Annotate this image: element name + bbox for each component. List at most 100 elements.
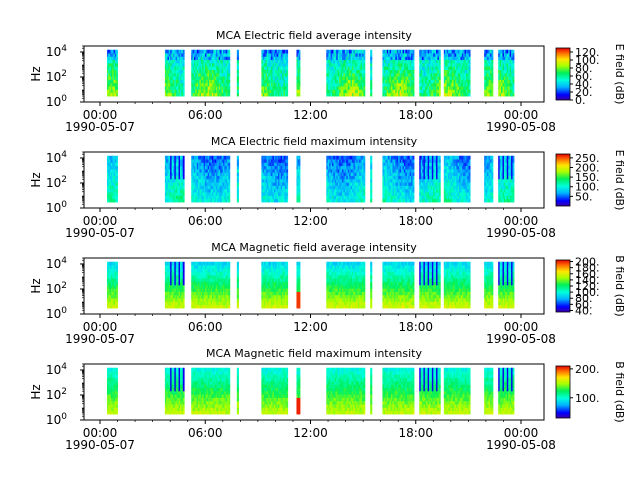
heatmap-cell — [116, 73, 118, 77]
y-tick-label: 102 — [46, 175, 67, 190]
heatmap-cell — [491, 86, 493, 90]
heatmap-cell — [228, 166, 230, 170]
y-tick-label: 104 — [46, 150, 67, 165]
heatmap-cell — [183, 76, 185, 80]
heatmap-cell — [286, 93, 288, 97]
heatmap-cell — [116, 182, 118, 186]
heatmap-cell — [513, 63, 515, 67]
heatmap-cell — [469, 63, 471, 67]
y-tick-exponent: 2 — [61, 69, 67, 79]
heatmap-cell — [439, 70, 441, 74]
heatmap-cell — [116, 176, 118, 180]
y-tick-exponent: 4 — [61, 44, 67, 54]
heatmap-cell — [228, 159, 230, 163]
heatmap-cell — [237, 169, 239, 173]
heatmap-cell — [491, 176, 493, 180]
heatmap-cell — [286, 182, 288, 186]
heatmap-cell — [286, 73, 288, 77]
heatmap-cell — [286, 76, 288, 80]
heatmap-cell — [439, 166, 441, 170]
heatmap-cell — [116, 172, 118, 176]
heatmap-cell — [469, 156, 471, 160]
heatmap-cell — [413, 66, 415, 70]
heatmap-cell — [469, 56, 471, 60]
heatmap-cell — [491, 195, 493, 199]
heatmap-cell — [183, 50, 185, 54]
heatmap-cell — [413, 176, 415, 180]
heatmap-cell — [237, 93, 239, 97]
heatmap-cell — [370, 83, 372, 87]
heatmap-cell — [469, 159, 471, 163]
heatmap-cell — [491, 56, 493, 60]
heatmap-cell — [370, 166, 372, 170]
heatmap-cell — [183, 172, 185, 176]
heatmap-cell — [491, 83, 493, 87]
heatmap-cell — [469, 89, 471, 93]
heatmap-cell — [413, 80, 415, 84]
heatmap-cell — [116, 162, 118, 166]
heatmap-cell — [286, 169, 288, 173]
heatmap-cell — [237, 53, 239, 57]
heatmap-cell — [237, 192, 239, 196]
heatmap-cell — [513, 182, 515, 186]
heatmap-cell — [513, 166, 515, 170]
heatmap-cell — [286, 56, 288, 60]
heatmap-cell — [286, 179, 288, 183]
heatmap-cell — [183, 93, 185, 97]
heatmap-cell — [299, 182, 301, 186]
heatmap-cell — [370, 66, 372, 70]
heatmap-cell — [469, 73, 471, 77]
y-tick-label: 100 — [46, 94, 67, 109]
heatmap-cell — [228, 199, 230, 203]
heatmap-cell — [228, 192, 230, 196]
heatmap-cell — [469, 166, 471, 170]
heatmap-cell — [286, 66, 288, 70]
heatmap-cell — [370, 199, 372, 203]
heatmap-cell — [299, 83, 301, 87]
heatmap-cell — [363, 159, 365, 163]
heatmap-cell — [228, 86, 230, 90]
y-tick-label: 100 — [46, 200, 67, 215]
heatmap-cell — [491, 189, 493, 193]
heatmap-cell — [183, 156, 185, 160]
heatmap-cell — [363, 53, 365, 57]
axes-frame — [84, 46, 544, 102]
heatmap-cell — [363, 86, 365, 90]
heatmap-cell — [469, 70, 471, 74]
heatmap-cell — [413, 63, 415, 67]
heatmap-cell — [469, 93, 471, 97]
heatmap-cell — [299, 169, 301, 173]
heatmap-cell — [469, 169, 471, 173]
heatmap-cell — [491, 70, 493, 74]
heatmap-cell — [116, 169, 118, 173]
heatmap-cell — [439, 162, 441, 166]
heatmap-cell — [363, 182, 365, 186]
heatmap-cell — [183, 182, 185, 186]
heatmap-cell — [491, 192, 493, 196]
heatmap-cell — [469, 86, 471, 90]
heatmap-cell — [116, 76, 118, 80]
heatmap-cell — [116, 80, 118, 84]
heatmap-cell — [439, 189, 441, 193]
heatmap-cell — [286, 83, 288, 87]
heatmap-cell — [299, 76, 301, 80]
heatmap-cell — [363, 80, 365, 84]
heatmap-cell — [439, 179, 441, 183]
heatmap-cell — [491, 159, 493, 163]
heatmap-cell — [439, 156, 441, 160]
heatmap-cell — [469, 53, 471, 57]
heatmap-cell — [413, 70, 415, 74]
heatmap-cell — [370, 176, 372, 180]
heatmap-cell — [363, 63, 365, 67]
heatmap-cell — [491, 60, 493, 64]
heatmap-cell — [299, 56, 301, 60]
heatmap-cell — [439, 86, 441, 90]
heatmap-cell — [370, 63, 372, 67]
heatmap-cell — [370, 179, 372, 183]
heatmap-cell — [370, 89, 372, 93]
heatmap-cell — [370, 169, 372, 173]
axes-frame — [84, 152, 544, 208]
heatmap — [107, 50, 514, 97]
heatmap-cell — [228, 156, 230, 160]
colorbar-tick-label: 120. — [575, 46, 600, 59]
